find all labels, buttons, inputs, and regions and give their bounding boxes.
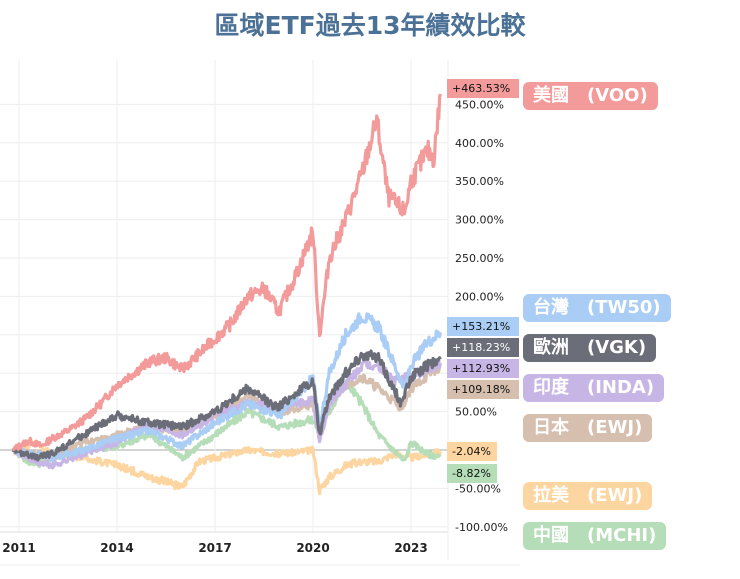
y-tick-label: 350.00%	[455, 175, 504, 188]
x-tick-label: 2017	[198, 541, 231, 555]
legend-item: 台灣 (TW50)	[523, 294, 671, 322]
x-tick-label: 2011	[2, 541, 35, 555]
series-line	[11, 93, 442, 452]
end-value-label: +153.21%	[452, 320, 510, 333]
y-tick-label: -50.00%	[455, 482, 501, 495]
x-tick-label: 2023	[394, 541, 427, 555]
legend-item: 印度 (INDA)	[523, 374, 665, 402]
end-value-label: -2.04%	[452, 445, 491, 458]
end-value-badge	[447, 317, 519, 336]
end-value-label: +112.93%	[452, 362, 510, 375]
series-line	[11, 358, 442, 470]
series-line	[11, 312, 442, 462]
end-value-label: +463.53%	[452, 82, 510, 95]
series-line	[11, 349, 442, 462]
legend-item: 歐洲 (VGK)	[523, 334, 657, 362]
y-tick-label: -100.00%	[455, 521, 508, 534]
end-value-badge	[447, 380, 519, 399]
end-value-label: +109.18%	[452, 383, 510, 396]
x-tick-label: 2020	[296, 541, 329, 555]
legend-item: 中國 (MCHI)	[523, 522, 667, 550]
legend-item: 美國 (VOO)	[523, 82, 658, 110]
y-tick-label: 50.00%	[455, 406, 497, 419]
end-value-label: -8.82%	[452, 467, 491, 480]
y-tick-label: 400.00%	[455, 137, 504, 150]
end-value-badge	[447, 79, 519, 98]
end-value-badge	[447, 338, 519, 357]
end-value-badge	[447, 442, 497, 461]
chart-title: 區域ETF過去13年績效比較	[214, 11, 526, 40]
end-value-badge	[447, 464, 497, 483]
legend-item: 日本 (EWJ)	[523, 414, 653, 442]
end-value-label: +118.23%	[452, 341, 510, 354]
y-tick-label: 250.00%	[455, 252, 504, 265]
legend-item: 拉美 (EWJ)	[523, 482, 653, 510]
y-tick-label: 450.00%	[455, 98, 504, 111]
y-tick-label: 300.00%	[455, 214, 504, 227]
end-value-badge	[447, 359, 519, 378]
x-tick-label: 2014	[100, 541, 133, 555]
y-tick-label: 200.00%	[455, 290, 504, 303]
